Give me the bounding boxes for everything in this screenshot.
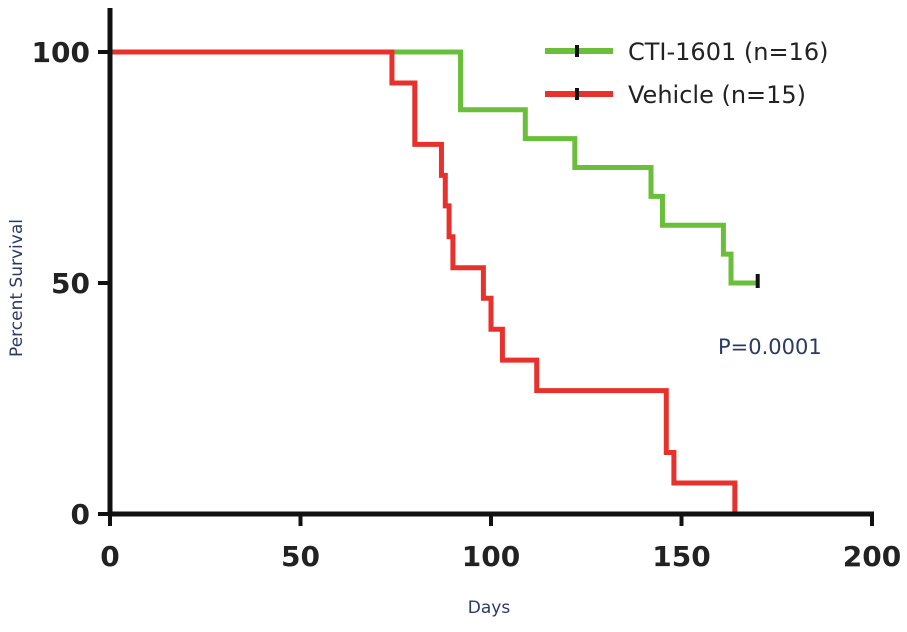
y-tick-label-100: 100: [32, 36, 90, 69]
series-line-1: [110, 49, 738, 514]
series-line-0: [110, 49, 758, 286]
y-axis-label: Percent Survival: [7, 219, 27, 357]
legend: CTI-1601 (n=16) Vehicle (n=15): [545, 38, 828, 109]
tick-layer: 0 50 100 150 200 0 50 100: [32, 36, 902, 573]
x-tick-label-150: 150: [652, 540, 710, 573]
p-value-annotation: P=0.0001: [718, 335, 822, 359]
x-tick-label-50: 50: [281, 540, 320, 573]
x-tick-label-200: 200: [843, 540, 901, 573]
series-layer: [110, 49, 760, 514]
x-tick-label-0: 0: [100, 540, 119, 573]
x-tick-label-100: 100: [462, 540, 520, 573]
legend-label-cti-1601: CTI-1601 (n=16): [628, 38, 828, 66]
y-tick-label-0: 0: [71, 498, 90, 531]
legend-label-vehicle: Vehicle (n=15): [628, 81, 806, 109]
x-axis-label: Days: [468, 598, 511, 618]
y-tick-label-50: 50: [51, 267, 90, 300]
